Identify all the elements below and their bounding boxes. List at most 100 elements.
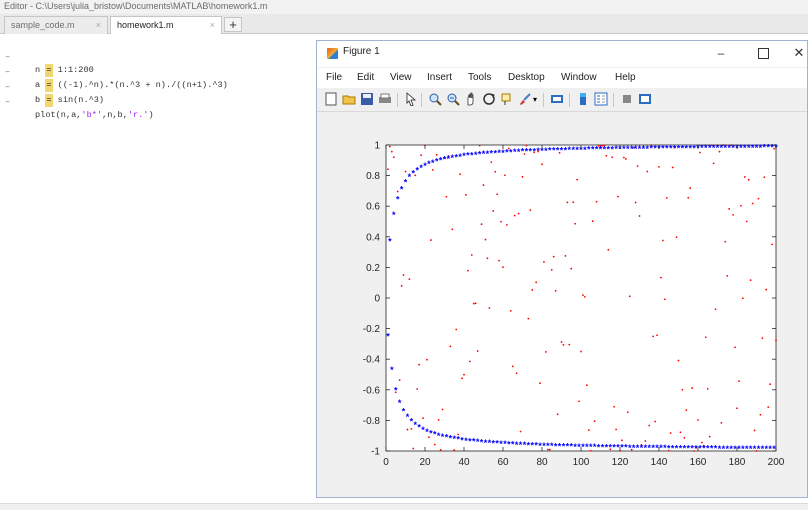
- menu-desktop[interactable]: Desktop: [508, 72, 545, 83]
- red-dot-point: [420, 154, 422, 157]
- blue-star-point: *: [462, 151, 466, 161]
- show-plot-tools-icon[interactable]: [637, 92, 652, 107]
- blue-star-point: *: [413, 420, 417, 430]
- blue-star-point: *: [653, 144, 657, 154]
- red-dot-point: [422, 417, 424, 420]
- y-tick-label: -0.2: [363, 324, 381, 335]
- tab-homework1[interactable]: homework1.m ×: [110, 16, 222, 34]
- blue-star-point: *: [431, 158, 435, 168]
- blue-star-point: *: [490, 149, 494, 159]
- red-dot-point: [591, 220, 594, 223]
- red-dot-point: [642, 146, 645, 148]
- blue-star-point: *: [607, 144, 611, 154]
- red-dot-point: [578, 400, 580, 403]
- hide-plot-tools-icon[interactable]: [619, 92, 634, 107]
- blue-star-point: *: [412, 168, 416, 178]
- red-dot-point: [687, 196, 690, 199]
- blue-star-point: *: [503, 439, 507, 449]
- red-dot-point: [574, 222, 577, 225]
- blue-star-point: *: [702, 444, 706, 454]
- pointer-icon[interactable]: [403, 92, 418, 107]
- red-dot-point: [543, 261, 545, 263]
- pan-icon[interactable]: [463, 92, 478, 107]
- red-dot-point: [609, 448, 612, 451]
- red-dot-point: [554, 289, 557, 292]
- red-dot-point: [589, 449, 592, 452]
- code-line[interactable]: – plot(n,a,'b*',n,b,'r.'): [0, 83, 154, 120]
- red-dot-point: [650, 144, 653, 147]
- blue-star-point: *: [571, 145, 575, 155]
- menu-insert[interactable]: Insert: [427, 72, 453, 83]
- y-tick-label: -1: [371, 447, 380, 458]
- colorbar-icon[interactable]: [575, 92, 590, 107]
- dropdown-icon[interactable]: ▾: [532, 95, 537, 104]
- link-icon[interactable]: [549, 92, 564, 107]
- open-file-icon[interactable]: [341, 92, 356, 107]
- blue-star-point: *: [497, 148, 501, 158]
- code-text: b: [35, 95, 46, 105]
- red-dot-point: [410, 428, 413, 430]
- add-tab-button[interactable]: +: [224, 17, 242, 32]
- blue-star-point: *: [523, 440, 527, 450]
- minimize-button[interactable]: –: [717, 46, 725, 60]
- menu-edit[interactable]: Edit: [357, 72, 375, 83]
- red-dot-point: [443, 157, 446, 160]
- line-marker: –: [5, 52, 11, 62]
- red-dot-point: [693, 450, 695, 452]
- tab-sample-code[interactable]: sample_code.m ×: [4, 16, 108, 34]
- red-dot-point: [761, 337, 764, 340]
- blue-star-point: *: [544, 146, 548, 156]
- blue-star-point: *: [673, 143, 677, 153]
- rotate-icon[interactable]: [481, 92, 496, 107]
- scatter-plot[interactable]: ****************************************…: [318, 112, 806, 496]
- figure-title-bar[interactable]: Figure 1 – ✕: [317, 41, 807, 67]
- blue-star-point: *: [747, 143, 751, 153]
- red-dot-point: [428, 436, 430, 439]
- figure-window[interactable]: Figure 1 – ✕ File Edit View Insert Tools…: [316, 40, 808, 498]
- brush-icon[interactable]: [517, 92, 532, 107]
- red-dot-point: [675, 236, 678, 239]
- menu-window[interactable]: Window: [561, 72, 597, 83]
- code-line[interactable]: – a = ((-1).^n).*(n.^3 + n)./((n+1).^3): [0, 53, 228, 92]
- blue-star-point: *: [622, 144, 626, 154]
- red-dot-point: [740, 204, 742, 207]
- red-dot-point: [523, 153, 526, 155]
- red-dot-point: [630, 448, 633, 451]
- maximize-button[interactable]: [751, 43, 775, 63]
- blue-star-point: *: [517, 147, 521, 157]
- menu-tools[interactable]: Tools: [468, 72, 492, 83]
- data-cursor-icon[interactable]: [499, 92, 514, 107]
- blue-star-point: *: [472, 437, 476, 447]
- code-line[interactable]: – b = sin(n.^3): [0, 68, 104, 107]
- red-dot-point: [568, 343, 571, 346]
- close-tab-icon[interactable]: ×: [209, 20, 215, 30]
- blue-star-point: *: [439, 156, 443, 166]
- x-tick-label: 120: [612, 457, 629, 468]
- legend-icon[interactable]: [593, 92, 608, 107]
- new-figure-icon[interactable]: [323, 92, 338, 107]
- red-dot-point: [704, 336, 707, 339]
- zoom-in-icon[interactable]: [427, 92, 442, 107]
- zoom-out-icon[interactable]: [445, 92, 460, 107]
- menu-view[interactable]: View: [390, 72, 412, 83]
- figure-canvas[interactable]: * * * * * * * * * * * * * * * * * * * * * * * * * * * * * * * * * * * * * * * *…: [318, 112, 806, 496]
- close-button[interactable]: ✕: [793, 45, 805, 60]
- blue-star-point: *: [521, 147, 525, 157]
- red-dot-point: [449, 345, 452, 348]
- code-editor[interactable]: – n = 1:1:200 – a = ((-1).^n).*(n.^3 + n…: [0, 34, 316, 504]
- blue-star-point: *: [421, 425, 425, 435]
- print-icon[interactable]: [377, 92, 392, 107]
- code-line[interactable]: – n = 1:1:200: [0, 38, 94, 77]
- red-dot-point: [611, 156, 614, 159]
- blue-star-point: *: [644, 443, 648, 453]
- menu-file[interactable]: File: [326, 72, 343, 83]
- red-dot-point: [437, 419, 440, 421]
- red-dot-point: [644, 440, 647, 442]
- blue-star-point: *: [624, 443, 628, 453]
- menu-help[interactable]: Help: [615, 72, 636, 83]
- save-icon[interactable]: [359, 92, 374, 107]
- red-dot-point: [632, 146, 635, 149]
- blue-star-point: *: [386, 332, 390, 342]
- blue-star-point: *: [511, 440, 515, 450]
- close-tab-icon[interactable]: ×: [95, 20, 101, 30]
